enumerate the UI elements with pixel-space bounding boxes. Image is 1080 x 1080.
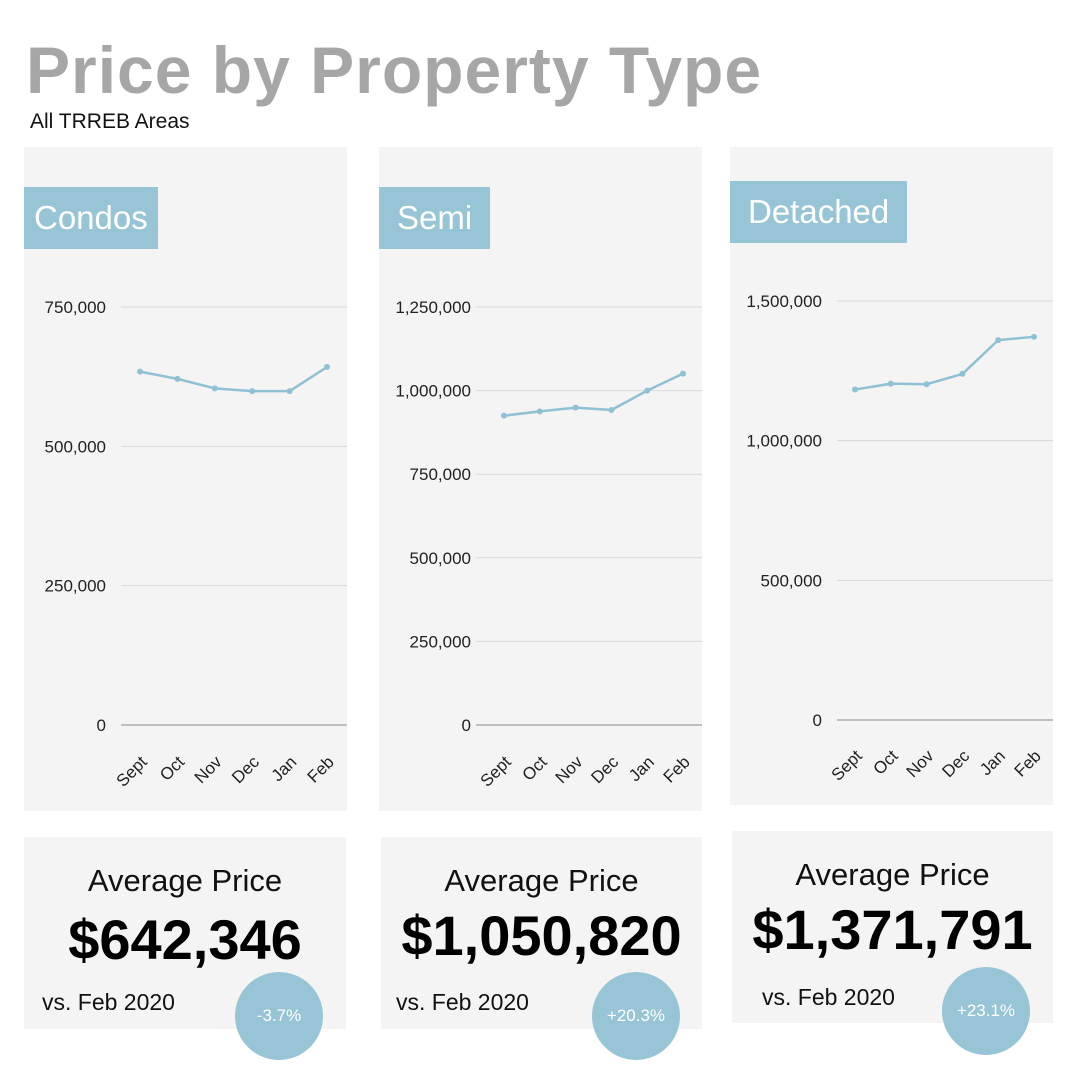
y-tick-label: 250,000 (410, 632, 471, 651)
y-tick-label: 500,000 (410, 549, 471, 568)
chart-panel-semi: Semi (379, 147, 702, 811)
page-title: Price by Property Type (26, 33, 763, 107)
x-tick-label: Jan (268, 752, 301, 785)
chart-title-condos: Condos (24, 187, 158, 249)
x-tick-label: Sept (828, 746, 866, 784)
data-point (324, 363, 330, 370)
y-tick-label: 500,000 (45, 437, 106, 456)
y-tick-label: 500,000 (761, 571, 822, 590)
average-price-label: Average Price (795, 857, 990, 892)
condos-line-chart: 0 250,000 500,000 750,000 Sept Oct Nov Dec Jan Fe… (45, 298, 347, 791)
average-price-card-condos: Average Price $642,346 vs. Feb 2020 (24, 837, 346, 1029)
x-tick-label: Oct (869, 746, 901, 778)
comparison-label: vs. Feb 2020 (42, 989, 175, 1015)
average-price-card-detached: Average Price $1,371,791 vs. Feb 2020 (732, 831, 1053, 1023)
x-tick-label: Nov (191, 752, 226, 787)
y-tick-label: 0 (97, 716, 106, 735)
data-point (923, 381, 930, 388)
data-point (286, 388, 293, 395)
data-point (211, 385, 218, 392)
y-tick-label: 750,000 (410, 465, 471, 484)
average-price-value: $642,346 (68, 908, 302, 971)
data-point (501, 412, 507, 419)
comparison-label: vs. Feb 2020 (396, 989, 529, 1015)
x-tick-label: Oct (156, 752, 188, 784)
data-point (572, 404, 579, 411)
data-point (608, 406, 615, 413)
data-point (1031, 333, 1037, 340)
y-tick-label: 0 (462, 716, 471, 735)
x-tick-label: Jan (625, 752, 658, 785)
average-price-value: $1,371,791 (752, 898, 1033, 961)
x-tick-label: Sept (477, 752, 515, 790)
average-price-label: Average Price (444, 863, 639, 898)
y-tick-label: 250,000 (45, 577, 106, 596)
data-point (137, 368, 143, 375)
change-badge-semi: +20.3% (592, 972, 680, 1060)
x-tick-label: Nov (552, 752, 587, 787)
average-price-card-semi: Average Price $1,050,820 vs. Feb 2020 (381, 837, 702, 1029)
change-badge-condos: -3.7% (235, 972, 323, 1060)
x-tick-label: Nov (903, 746, 938, 781)
data-point (680, 370, 686, 377)
y-tick-label: 0 (813, 711, 822, 730)
chart-title-semi: Semi (379, 187, 491, 249)
data-point (174, 375, 181, 382)
change-badge-detached: +23.1% (942, 967, 1030, 1055)
chart-title-detached: Detached (730, 181, 908, 243)
y-tick-label: 1,250,000 (395, 298, 471, 317)
series-line (139, 365, 328, 393)
data-point (536, 408, 543, 415)
comparison-label: vs. Feb 2020 (762, 984, 895, 1010)
chart-panel-detached: Detached (730, 147, 1053, 805)
x-tick-label: Jan (976, 746, 1009, 779)
x-tick-label: Feb (1011, 746, 1045, 780)
chart-panel-condos: Condos (24, 147, 347, 811)
x-tick-label: Feb (660, 752, 694, 786)
series-line (854, 335, 1035, 391)
average-price-value: $1,050,820 (401, 904, 682, 967)
data-point (644, 387, 651, 394)
data-point (852, 386, 858, 393)
page-subtitle: All TRREB Areas (30, 110, 190, 133)
x-tick-label: Dec (228, 752, 263, 787)
series-line (503, 372, 684, 417)
y-tick-label: 1,000,000 (746, 432, 822, 451)
x-tick-label: Feb (304, 752, 338, 786)
x-tick-label: Dec (938, 746, 973, 781)
data-point (887, 380, 894, 387)
semi-line-chart: 0 250,000 500,000 750,000 1,000,000 1,250,000… (395, 298, 702, 791)
y-tick-label: 1,000,000 (395, 382, 471, 401)
data-point (995, 337, 1002, 344)
y-tick-label: 750,000 (45, 298, 106, 317)
detached-line-chart: 0 500,000 1,000,000 1,500,000 Sept Oct Nov Dec J… (746, 292, 1053, 785)
data-point (249, 388, 256, 395)
average-price-label: Average Price (87, 863, 283, 898)
data-point (959, 370, 966, 377)
x-tick-label: Dec (587, 752, 622, 787)
y-tick-label: 1,500,000 (746, 292, 822, 311)
x-tick-label: Sept (113, 752, 151, 790)
x-tick-label: Oct (518, 752, 550, 784)
